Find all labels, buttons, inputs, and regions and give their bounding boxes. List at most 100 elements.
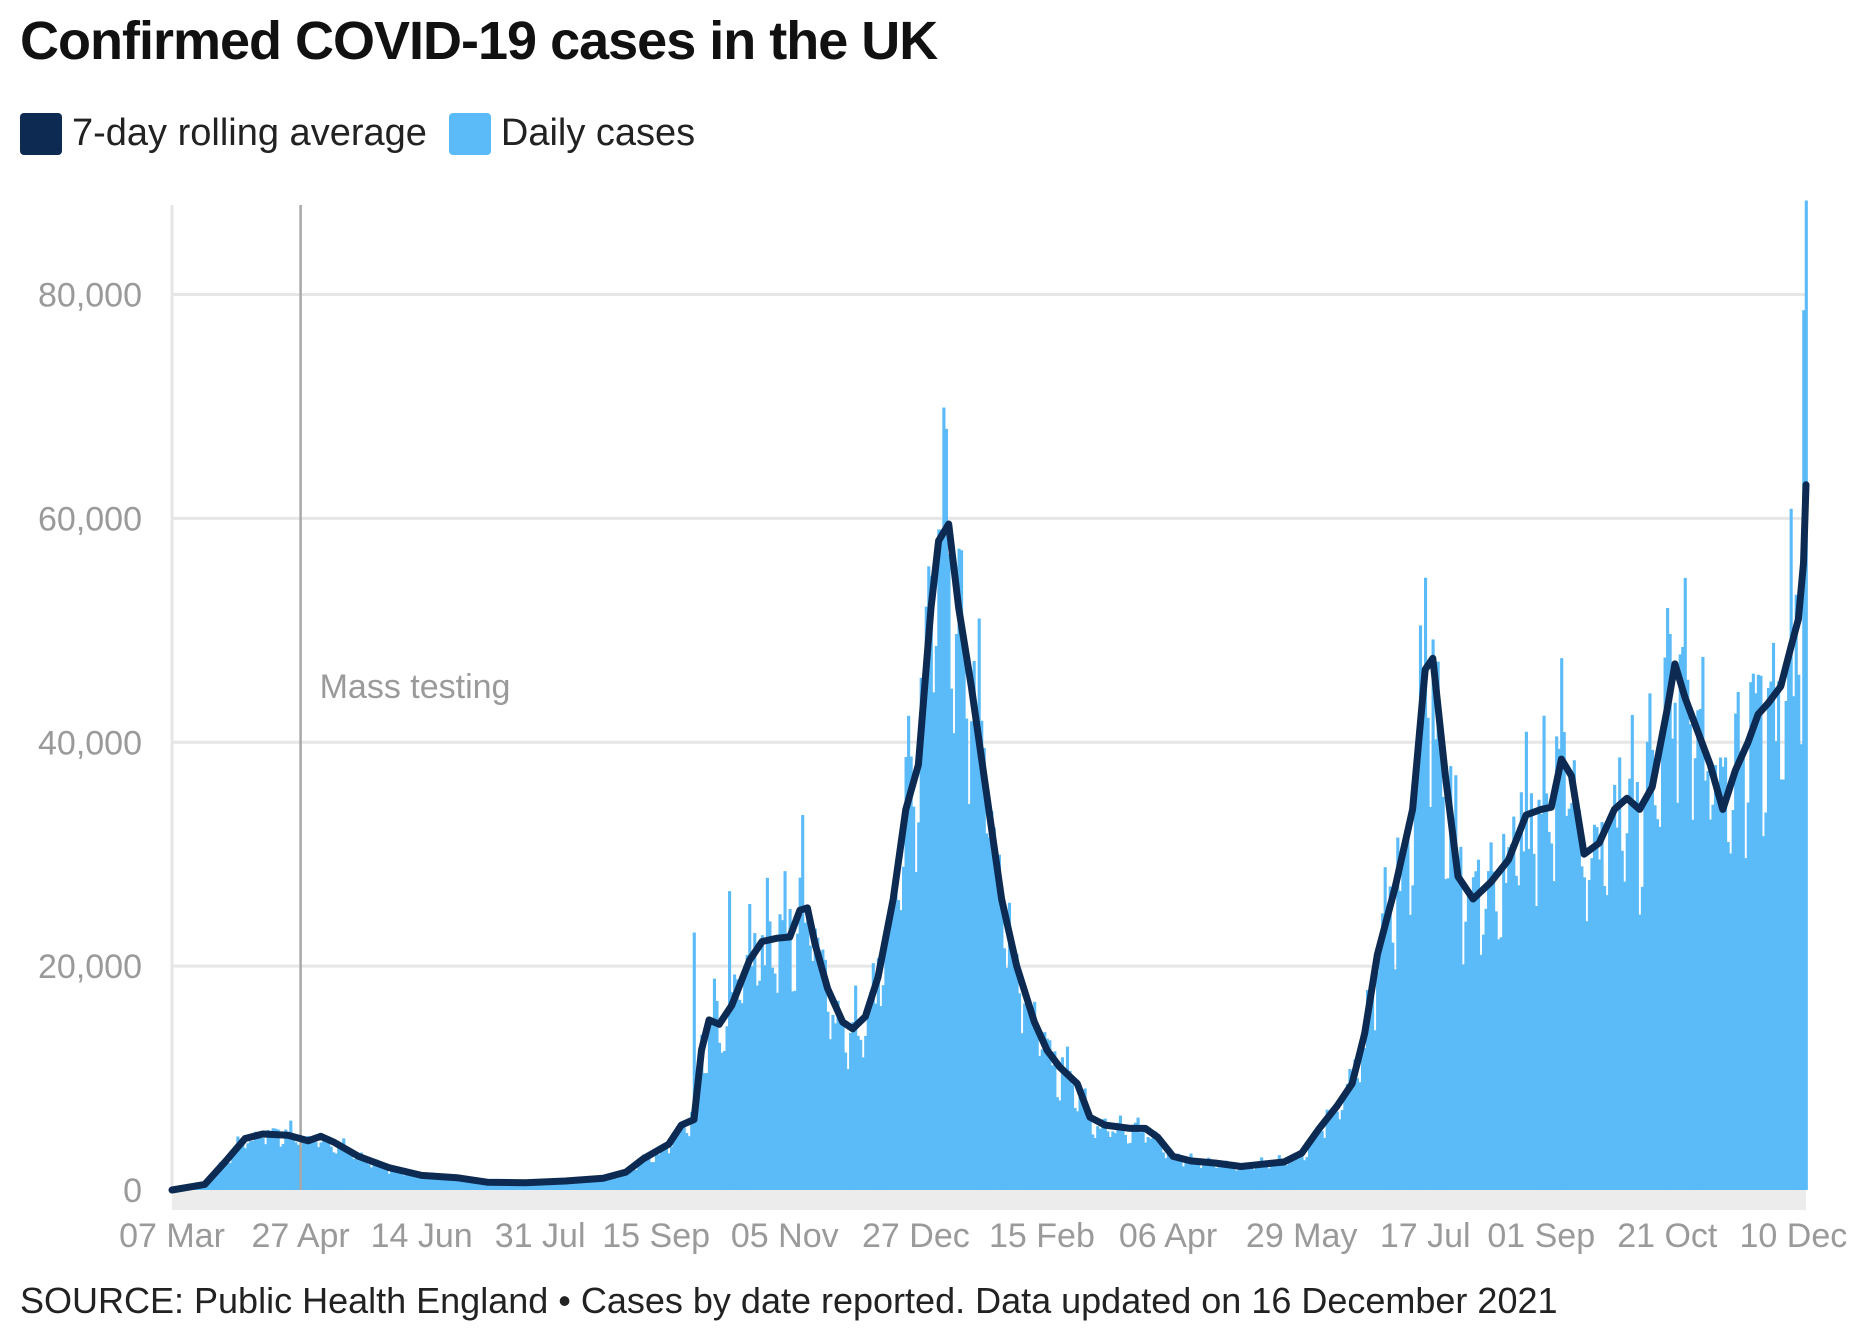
daily-cases-bar — [448, 1176, 452, 1190]
daily-cases-bar — [1338, 1119, 1342, 1190]
daily-cases-bar — [1759, 675, 1763, 1190]
daily-cases-bar — [1464, 921, 1468, 1190]
daily-cases-bar — [1189, 1153, 1193, 1190]
daily-cases-bar — [929, 575, 933, 1190]
daily-cases-bar — [241, 1141, 245, 1190]
daily-cases-bar — [1151, 1136, 1155, 1190]
daily-cases-bar — [1169, 1149, 1173, 1190]
daily-cases-bar — [591, 1179, 595, 1190]
daily-cases-bar — [995, 855, 999, 1190]
daily-cases-bar — [1603, 886, 1607, 1190]
daily-cases-bar — [1262, 1163, 1266, 1190]
daily-cases-bar — [1691, 819, 1695, 1190]
daily-cases-bar — [1154, 1131, 1158, 1190]
daily-cases-bar — [859, 1039, 863, 1190]
legend-item-rolling-average: 7-day rolling average — [20, 112, 427, 155]
daily-cases-bar — [327, 1136, 331, 1190]
daily-cases-bar — [891, 889, 896, 1190]
daily-cases-bar — [337, 1145, 341, 1190]
daily-cases-bar — [1532, 853, 1536, 1190]
daily-cases-bar — [980, 720, 984, 1190]
daily-cases-bar — [258, 1134, 263, 1190]
daily-cases-bar — [1277, 1155, 1281, 1190]
daily-cases-bar — [1222, 1167, 1226, 1190]
daily-cases-bar — [1118, 1115, 1122, 1190]
daily-cases-bar — [952, 733, 956, 1190]
daily-cases-bar — [1010, 943, 1014, 1190]
daily-cases-bar — [1706, 771, 1710, 1190]
daily-cases-bar — [690, 1112, 694, 1190]
daily-cases-bar — [811, 960, 815, 1190]
daily-cases-bar — [1050, 1065, 1054, 1190]
daily-cases-bar — [1038, 1055, 1042, 1190]
daily-cases-bar — [1128, 1142, 1133, 1190]
rolling-average-line — [168, 481, 1810, 1194]
daily-cases-bar — [1590, 858, 1594, 1190]
daily-cases-bar — [236, 1136, 240, 1190]
daily-cases-bar — [1126, 1143, 1130, 1190]
daily-cases-bar — [957, 548, 961, 1190]
daily-cases-bar — [662, 1146, 666, 1190]
daily-cases-bar — [1686, 679, 1690, 1190]
daily-cases-bar — [1204, 1162, 1208, 1190]
daily-cases-bar — [889, 906, 893, 1190]
daily-cases-bar — [1073, 1108, 1077, 1190]
daily-cases-bar — [586, 1178, 590, 1190]
daily-cases-bar — [1320, 1130, 1324, 1190]
daily-cases-bar — [627, 1168, 631, 1190]
daily-cases-bar — [1028, 1006, 1032, 1190]
daily-cases-bar — [1012, 956, 1017, 1190]
daily-cases-bar — [1365, 990, 1370, 1190]
daily-cases-bar — [316, 1147, 321, 1190]
x-axis-band — [172, 1190, 1806, 1210]
daily-cases-bar — [221, 1167, 225, 1190]
daily-cases-bar — [1318, 1131, 1322, 1190]
daily-cases-bar — [1701, 656, 1705, 1190]
daily-cases-bar — [1494, 911, 1498, 1190]
daily-cases-bar — [1746, 802, 1750, 1190]
daily-cases-bar — [455, 1179, 459, 1190]
daily-cases-bar — [881, 985, 885, 1190]
daily-cases-bar — [763, 965, 767, 1190]
daily-cases-bar — [1610, 819, 1614, 1190]
y-tick-label: 0 — [123, 1172, 142, 1210]
daily-cases-bar — [1749, 682, 1753, 1190]
daily-cases-bar — [1081, 1094, 1085, 1190]
daily-cases-bar — [786, 933, 790, 1190]
x-tick-label: 29 May — [1246, 1217, 1358, 1255]
daily-cases-bar — [213, 1171, 217, 1190]
daily-cases-bar — [1091, 1134, 1095, 1190]
daily-cases-bar — [1139, 1132, 1143, 1190]
daily-cases-bar — [352, 1158, 356, 1190]
daily-cases-bar — [1499, 937, 1503, 1190]
daily-cases-bar — [1106, 1131, 1110, 1190]
daily-cases-bar — [286, 1131, 290, 1190]
daily-cases-bar — [806, 918, 810, 1190]
daily-cases-bar — [1756, 674, 1760, 1190]
daily-cases-bar — [1275, 1159, 1279, 1190]
daily-cases-bar — [1184, 1162, 1188, 1190]
daily-cases-bar — [1396, 837, 1400, 1190]
daily-cases-bar — [886, 934, 890, 1190]
daily-cases-bar — [685, 1133, 689, 1190]
daily-cases-bar — [828, 1039, 832, 1190]
daily-cases-bar — [364, 1158, 369, 1190]
daily-cases-bar — [1539, 813, 1544, 1190]
daily-cases-bar — [269, 1137, 273, 1190]
daily-cases-bar — [1600, 822, 1604, 1190]
daily-cases-bar — [808, 945, 812, 1190]
daily-cases-bar — [304, 1142, 308, 1190]
daily-cases-bar — [833, 1023, 838, 1190]
daily-cases-bar — [264, 1144, 268, 1190]
daily-cases-bar — [1567, 808, 1571, 1190]
daily-cases-bar — [1164, 1158, 1168, 1190]
daily-cases-bar — [503, 1181, 507, 1190]
daily-cases-bar — [1146, 1137, 1150, 1190]
daily-cases-bar — [1121, 1128, 1125, 1190]
daily-cases-bar — [1592, 824, 1597, 1190]
daily-cases-bar — [564, 1182, 568, 1190]
daily-cases-bar — [1459, 846, 1463, 1190]
x-tick-label: 07 Mar — [119, 1217, 225, 1255]
daily-cases-bar — [649, 1162, 653, 1190]
daily-cases-bar — [659, 1147, 664, 1190]
